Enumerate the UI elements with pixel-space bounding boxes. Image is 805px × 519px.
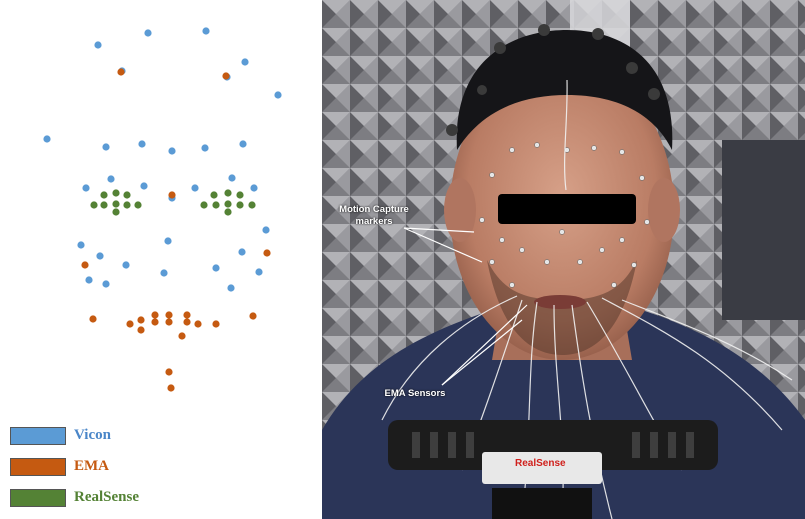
ema-swatch: [10, 457, 66, 476]
ema-marker: [137, 316, 145, 324]
realsense-marker: [90, 201, 98, 209]
ema-marker: [168, 191, 176, 199]
realsense-marker: [224, 208, 232, 216]
ema-marker: [183, 311, 191, 319]
realsense-marker: [112, 189, 120, 197]
ema-marker: [137, 326, 145, 334]
vicon-marker: [96, 252, 104, 260]
vicon-marker: [201, 144, 209, 152]
realsense-marker: [236, 201, 244, 209]
ema-marker: [167, 384, 175, 392]
ema-marker: [81, 261, 89, 269]
realsense-marker: [100, 201, 108, 209]
ema-marker: [178, 332, 186, 340]
ema-marker: [212, 320, 220, 328]
camera-brand-label: RealSense: [515, 458, 566, 469]
motion-capture-label-line1: Motion Capture: [339, 204, 409, 215]
vicon-swatch: [10, 426, 66, 445]
realsense-marker: [200, 201, 208, 209]
realsense-marker: [123, 201, 131, 209]
vicon-marker: [250, 184, 258, 192]
realsense-swatch: [10, 488, 66, 507]
legend-label-ema: EMA: [74, 458, 109, 474]
legend-label-vicon: Vicon: [74, 427, 111, 443]
ema-marker: [194, 320, 202, 328]
motion-capture-label-line2: markers: [355, 216, 393, 227]
legend-item-ema: EMA: [10, 451, 139, 482]
ema-marker: [183, 318, 191, 326]
vicon-marker: [227, 284, 235, 292]
vicon-marker: [43, 135, 51, 143]
photo-illustration: [322, 0, 805, 519]
vicon-marker: [228, 174, 236, 182]
vicon-marker: [160, 269, 168, 277]
vicon-marker: [212, 264, 220, 272]
vicon-marker: [102, 280, 110, 288]
legend: Vicon EMA RealSense: [10, 420, 139, 513]
ema-marker: [165, 368, 173, 376]
subject-photo: Motion Capture markers EMA Sensors RealS…: [322, 0, 805, 519]
realsense-marker: [112, 208, 120, 216]
vicon-marker: [102, 143, 110, 151]
vicon-marker: [238, 248, 246, 256]
realsense-marker: [112, 200, 120, 208]
ema-marker: [165, 311, 173, 319]
ema-marker: [89, 315, 97, 323]
vicon-marker: [164, 237, 172, 245]
ema-marker: [165, 318, 173, 326]
realsense-marker: [224, 189, 232, 197]
realsense-marker: [210, 191, 218, 199]
ema-sensors-label: EMA Sensors: [384, 388, 446, 399]
vicon-marker: [239, 140, 247, 148]
vicon-marker: [85, 276, 93, 284]
legend-label-realsense: RealSense: [74, 489, 139, 505]
motion-capture-label: Motion Capture markers: [324, 204, 424, 228]
vicon-marker: [77, 241, 85, 249]
legend-item-vicon: Vicon: [10, 420, 139, 451]
vicon-marker: [262, 226, 270, 234]
vicon-marker: [144, 29, 152, 37]
realsense-marker: [236, 191, 244, 199]
vicon-marker: [202, 27, 210, 35]
vicon-marker: [82, 184, 90, 192]
vicon-marker: [94, 41, 102, 49]
ema-marker: [117, 68, 125, 76]
ema-marker: [151, 318, 159, 326]
vicon-marker: [168, 147, 176, 155]
realsense-marker: [134, 201, 142, 209]
vicon-marker: [122, 261, 130, 269]
ema-marker: [151, 311, 159, 319]
marker-layout-diagram: Vicon EMA RealSense: [0, 0, 318, 519]
marker-scatter: [43, 27, 282, 392]
realsense-marker: [123, 191, 131, 199]
realsense-marker: [248, 201, 256, 209]
vicon-marker: [140, 182, 148, 190]
vicon-marker: [191, 184, 199, 192]
realsense-marker: [100, 191, 108, 199]
censor-bar: [498, 194, 636, 224]
vicon-marker: [138, 140, 146, 148]
ema-marker: [263, 249, 271, 257]
vicon-marker: [241, 58, 249, 66]
ema-marker: [222, 72, 230, 80]
realsense-marker: [212, 201, 220, 209]
vicon-marker: [107, 175, 115, 183]
ema-marker: [249, 312, 257, 320]
ema-marker: [126, 320, 134, 328]
realsense-marker: [224, 200, 232, 208]
legend-item-realsense: RealSense: [10, 482, 139, 513]
vicon-marker: [255, 268, 263, 276]
vicon-marker: [274, 91, 282, 99]
